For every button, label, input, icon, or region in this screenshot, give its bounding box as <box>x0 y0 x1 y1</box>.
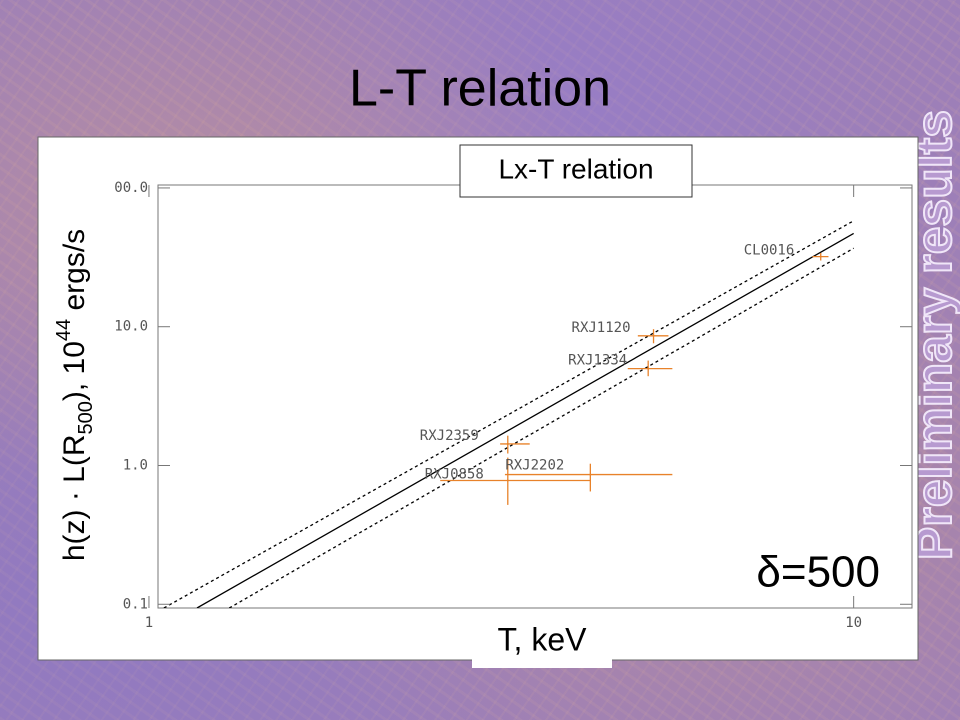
point-label: CL0016 <box>744 243 795 259</box>
plot-area <box>163 220 854 608</box>
y-tick-label: 1.0 <box>123 457 148 473</box>
x-label-box <box>472 612 612 668</box>
point-label: RXJ1334 <box>568 353 627 369</box>
chart-title-box <box>459 144 693 198</box>
fit-line <box>196 232 854 608</box>
data-point <box>819 255 822 258</box>
y-axis-label-part: ergs/s <box>58 229 91 319</box>
x-tick-label: 1 <box>145 615 153 631</box>
y-tick-label: 10.0 <box>114 319 148 335</box>
data-point <box>589 473 592 476</box>
point-label: RXJ0858 <box>425 466 484 482</box>
x-tick-label: 10 <box>845 615 862 631</box>
chart-panel <box>37 136 919 661</box>
data-point <box>652 334 655 337</box>
fit-line <box>228 247 854 608</box>
y-axis-label-part: 44 <box>53 319 75 341</box>
y-axis-label-part: h(z) · L(R <box>58 435 91 562</box>
chart-title: Lx-T relation <box>498 153 653 184</box>
y-axis-label-part: 500 <box>75 401 97 434</box>
point-label: RXJ2202 <box>505 458 564 474</box>
y-axis-label: h(z) · L(R500), 1044 ergs/s <box>53 229 97 561</box>
data-point <box>506 442 509 445</box>
x-axis-label: T, keV <box>498 621 588 657</box>
slide-title: L-T relation <box>349 60 611 118</box>
point-label: RXJ2359 <box>420 428 479 444</box>
point-label: RXJ1120 <box>572 320 631 336</box>
data-point <box>506 479 509 482</box>
y-tick-label: 00.0 <box>114 180 148 196</box>
data-point <box>647 367 650 370</box>
annotation: δ=500 <box>756 548 880 597</box>
y-axis-label-part: ), 10 <box>58 341 91 401</box>
y-tick-label: 0.1 <box>123 596 148 612</box>
